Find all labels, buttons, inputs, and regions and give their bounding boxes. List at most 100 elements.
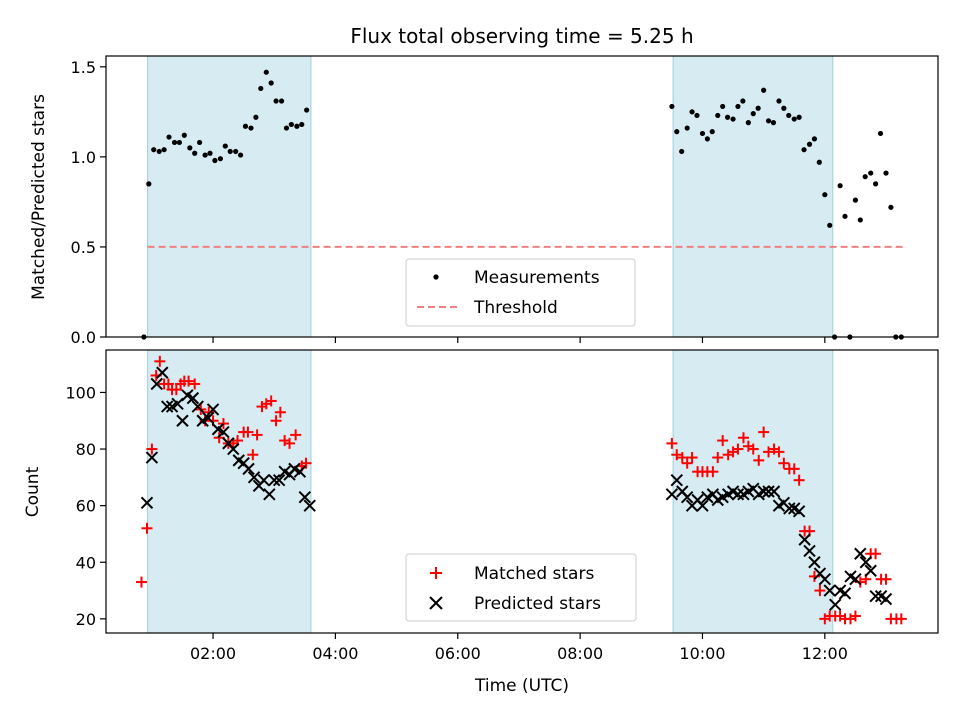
matched-star-point	[284, 437, 296, 449]
predicted-star-point	[838, 587, 852, 600]
measurement-point	[857, 217, 863, 223]
measurement-point	[253, 114, 259, 120]
measurement-point	[222, 143, 228, 149]
matched-star-point	[737, 432, 749, 444]
measurement-point	[151, 147, 157, 153]
predicted-star-point	[140, 496, 154, 510]
measurement-point	[806, 141, 813, 147]
matched-star-point	[141, 522, 153, 534]
matched-star-point	[758, 426, 770, 438]
measurement-point	[791, 116, 797, 122]
predicted-star-point	[176, 414, 189, 427]
predicted-star-point	[808, 556, 821, 569]
y-tick-label: 80	[76, 440, 96, 459]
matched-star-point	[189, 378, 201, 390]
matched-star-point	[251, 429, 263, 441]
measurement-point	[740, 98, 746, 104]
matched-star-point	[870, 548, 882, 560]
predicted-star-point	[217, 425, 230, 439]
measurement-point	[263, 69, 269, 75]
predicted-star-point	[783, 502, 796, 515]
matched-star-point	[274, 406, 286, 418]
matched-star-point	[290, 429, 302, 441]
observing-window-2	[672, 55, 834, 338]
measurement-point	[176, 139, 183, 146]
measurement-point	[171, 139, 178, 146]
matched-star-point	[793, 474, 805, 486]
top-legend: Measurements Threshold	[405, 258, 636, 327]
measurement-point	[207, 150, 213, 156]
chart-title: Flux total observing time = 5.25 h	[350, 24, 693, 48]
matched-star-point	[154, 355, 166, 367]
measurement-point	[709, 129, 715, 135]
measurement-point	[212, 157, 218, 164]
matched-star-point	[763, 446, 775, 458]
predicted-star-point	[731, 488, 745, 501]
measurement-point	[233, 148, 239, 155]
legend-matched-marker	[430, 567, 442, 579]
predicted-star-point	[227, 442, 240, 456]
matched-star-point	[788, 463, 800, 475]
predicted-star-point	[145, 451, 159, 464]
x-tick-label: 08:00	[557, 644, 603, 663]
legend-matched-label: Matched stars	[474, 564, 594, 584]
predicted-star-point	[859, 556, 873, 569]
predicted-star-point	[247, 471, 261, 484]
measurement-point	[837, 183, 843, 189]
measurement-point	[877, 130, 884, 137]
y-tick-label: 60	[76, 497, 96, 516]
matched-star-point	[845, 613, 857, 625]
measurement-point	[765, 118, 772, 124]
matched-star-point	[773, 446, 785, 458]
legend-threshold-label: Threshold	[473, 298, 558, 318]
predicted-star-point	[303, 499, 316, 512]
measurement-point	[217, 156, 223, 162]
matched-star-point	[265, 395, 277, 407]
measurement-point	[730, 116, 736, 122]
predicted-star-point	[670, 473, 683, 487]
measurement-point	[862, 174, 868, 180]
matched-star-point	[895, 613, 907, 625]
predicted-star-point	[792, 505, 806, 518]
legend-predicted-label: Predicted stars	[474, 594, 601, 614]
predicted-star-point	[818, 573, 832, 586]
predicted-star-point	[293, 465, 307, 478]
matched-star-point	[712, 452, 724, 464]
measurement-point	[750, 111, 756, 117]
y-tick-label: 0.5	[71, 238, 96, 257]
matched-star-point	[217, 418, 229, 430]
measurement-point	[822, 192, 828, 198]
measurement-point	[192, 150, 198, 156]
bottom-panel: 02:00 04:00 06:00 08:00 10:00 12:00 20 40 60 80 1…	[23, 349, 939, 696]
predicted-star-point	[757, 485, 770, 498]
predicted-star-point	[156, 366, 169, 379]
measurement-point	[161, 147, 167, 153]
matched-star-point	[162, 378, 174, 390]
predicted-star-point	[823, 584, 836, 597]
top-plot-frame	[105, 55, 939, 338]
measurement-point	[202, 152, 208, 158]
bottom-plot-frame	[105, 349, 939, 634]
measurement-point	[770, 120, 777, 126]
matched-star-point	[681, 457, 693, 469]
measurement-point	[745, 120, 751, 126]
predicted-star-point	[767, 485, 781, 498]
predicted-star-point	[272, 473, 286, 487]
measurement-point	[304, 107, 310, 113]
measurement-point	[868, 170, 874, 176]
observing-window-1	[147, 55, 312, 338]
measurement-point	[299, 121, 305, 128]
measurement-point	[273, 98, 279, 104]
measurement-point	[181, 132, 187, 138]
measurement-point	[679, 148, 685, 155]
measurement-point	[704, 136, 710, 142]
matched-star-point	[717, 435, 729, 447]
matched-star-point	[686, 452, 698, 464]
matched-star-point	[676, 452, 688, 464]
predicted-star-point	[201, 411, 215, 425]
predicted-star-point	[803, 544, 816, 558]
measurement-point	[720, 103, 726, 110]
measurement-point	[248, 125, 254, 131]
predicted-star-point	[186, 391, 200, 405]
predicted-star-point	[854, 547, 867, 560]
